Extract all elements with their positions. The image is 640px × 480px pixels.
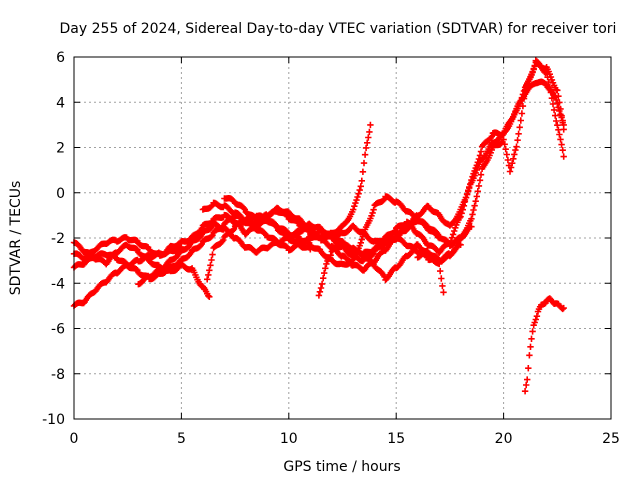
- y-tick-label: -4: [51, 276, 65, 292]
- y-tick-label: 2: [56, 141, 65, 157]
- x-axis-ticks: 0 5 10 15 20 25: [70, 57, 620, 447]
- x-tick-label: 10: [280, 431, 298, 447]
- x-tick-label: 5: [177, 431, 186, 447]
- plus-markers: [221, 78, 567, 274]
- chart-title: Day 255 of 2024, Sidereal Day-to-day VTE…: [60, 21, 617, 37]
- plus-markers: [328, 59, 567, 256]
- y-tick-label: 6: [56, 50, 65, 66]
- y-axis-label: SDTVAR / TECUs: [8, 181, 24, 296]
- x-tick-label: 15: [387, 431, 405, 447]
- series-track-8: [221, 78, 567, 274]
- x-axis-label: GPS time / hours: [283, 459, 400, 475]
- y-tick-label: -10: [42, 412, 65, 428]
- y-tick-label: -6: [51, 322, 65, 338]
- x-tick-label: 25: [602, 431, 620, 447]
- series-track-11: [328, 59, 567, 256]
- data-points: [70, 57, 567, 395]
- x-tick-label: 0: [70, 431, 79, 447]
- plus-markers: [521, 295, 567, 395]
- y-axis-ticks: -10 -8 -6 -4 -2 0 2 4 6: [42, 50, 611, 428]
- series-track-12: [521, 295, 567, 395]
- y-tick-label: 0: [56, 186, 65, 202]
- x-tick-label: 20: [495, 431, 513, 447]
- y-tick-label: 4: [56, 95, 65, 111]
- y-tick-label: -8: [51, 367, 65, 383]
- y-tick-label: -2: [51, 231, 65, 247]
